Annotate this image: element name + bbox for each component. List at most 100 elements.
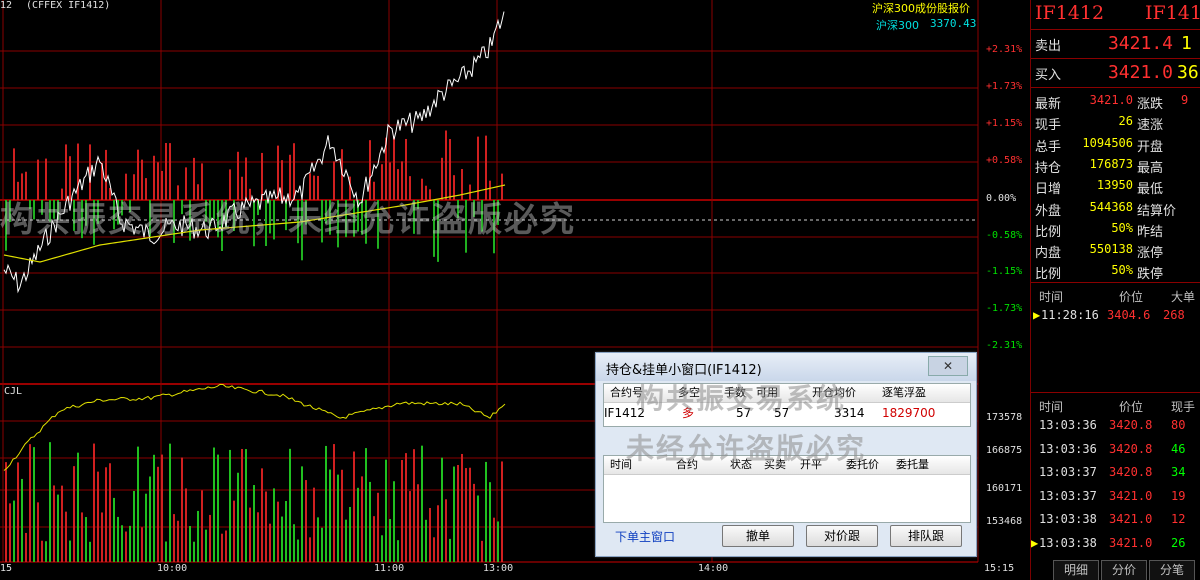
tick-row[interactable]: 13:03:36 3420.8 80 <box>1039 418 1186 432</box>
stat-value: 50% <box>1111 220 1133 235</box>
position-cell[interactable]: IF1412 <box>604 406 645 420</box>
main-order-window-link[interactable]: 下单主窗口 <box>615 530 676 544</box>
stat-label-right: 速涨 <box>1137 118 1164 134</box>
quote-stat-row: 日增 13950 最低 <box>1031 175 1200 197</box>
price-axis-label: -0.58% <box>986 230 1023 241</box>
orders-table[interactable]: 时间 合约 状态 买卖 开平 委托价 委托量 <box>603 455 971 523</box>
price-line <box>3 11 505 294</box>
stat-value: 3421.0 <box>1089 93 1133 107</box>
tick-row[interactable]: ▶ 13:03:38 3421.0 26 <box>1031 536 1186 550</box>
stat-value: 13950 <box>1096 178 1133 193</box>
stat-label-right: 开盘 <box>1137 139 1164 155</box>
quote-panel: IF1412 IF141 卖出 3421.4 1 买入 3421.0 36 最新… <box>1030 0 1200 580</box>
time-axis-label: 10:00 <box>157 563 188 574</box>
position-column-header[interactable]: 多空 <box>678 386 700 399</box>
stat-label-right: 最高 <box>1137 160 1164 176</box>
stat-value: 176873 <box>1089 156 1133 171</box>
quote-stat-row: 总手 1094506 开盘 <box>1031 133 1200 155</box>
stat-value: 544368 <box>1089 199 1133 214</box>
tick-row[interactable]: 13:03:37 3421.0 19 <box>1039 488 1186 503</box>
position-cell[interactable]: 多 <box>682 406 695 420</box>
price-axis-label: 0.00% <box>986 193 1017 204</box>
stat-label: 比例 <box>1035 267 1062 283</box>
stat-value: 1094506 <box>1082 135 1133 150</box>
window-titlebar[interactable]: 持仓&挂单小窗口(IF1412) ✕ <box>596 353 976 381</box>
position-column-header[interactable]: 逐笔浮盈 <box>882 386 926 399</box>
position-column-header[interactable]: 可用 <box>756 386 778 399</box>
time-axis-label: 11:00 <box>374 563 405 574</box>
position-cell[interactable]: 57 <box>774 406 790 420</box>
order-column-header[interactable]: 买卖 <box>764 458 786 471</box>
position-column-header[interactable]: 合约号 <box>610 386 643 399</box>
stat-value-right: 9 <box>1181 93 1189 107</box>
order-column-header[interactable]: 状态 <box>730 458 752 471</box>
price-axis-label: -2.31% <box>986 340 1023 351</box>
stat-label-right: 涨停 <box>1137 246 1164 262</box>
quote-stat-row: 外盘 544368 结算价 <box>1031 197 1200 219</box>
volume-axis-label: 173578 <box>986 412 1023 423</box>
stat-value: 26 <box>1118 114 1133 129</box>
close-icon[interactable]: ✕ <box>928 356 968 376</box>
order-column-header[interactable]: 委托量 <box>896 458 929 471</box>
price-axis-label: +0.58% <box>986 155 1023 166</box>
position-window[interactable]: 持仓&挂单小窗口(IF1412) ✕ 合约号 多空 手数 可用 开仓均价 逐笔浮盈 IF1… <box>595 352 977 557</box>
panel-tab[interactable]: 分笔 <box>1149 560 1195 580</box>
quote-stat-row: 比例 50% 昨结 <box>1031 218 1200 240</box>
stat-label-right: 最低 <box>1137 182 1164 198</box>
panel-tab[interactable]: 明细 <box>1053 560 1099 580</box>
position-cell[interactable]: 1829700 <box>882 406 936 420</box>
price-axis-label: +1.73% <box>986 81 1023 92</box>
time-axis-label: 15 <box>0 563 13 574</box>
dialog-watermark-2: 未经允许盗版必究 <box>626 432 867 465</box>
stat-label-right: 昨结 <box>1137 224 1164 240</box>
panel-tab[interactable]: 分价 <box>1101 560 1147 580</box>
positions-table[interactable]: 合约号 多空 手数 可用 开仓均价 逐笔浮盈 IF1412 多 57 57 3314 1829700 <box>603 383 971 427</box>
index-quote-label: 沪深300成份股报价 <box>872 2 970 15</box>
cjl-label: CJL <box>4 386 23 397</box>
stat-label-right: 涨跌 <box>1137 97 1164 112</box>
time-axis-label: 15:15 <box>984 563 1015 574</box>
order-column-header[interactable]: 开平 <box>800 458 822 471</box>
position-column-header[interactable]: 手数 <box>724 386 746 399</box>
position-cell[interactable]: 3314 <box>834 406 865 420</box>
dialog-watermark-1: 构共振交易系统 <box>636 382 847 415</box>
window-title: 持仓&挂单小窗口(IF1412) <box>606 363 762 378</box>
tick-row[interactable]: 13:03:38 3421.0 12 <box>1039 512 1186 527</box>
panel-title-right: IF141 <box>1145 2 1200 24</box>
stat-label: 日增 <box>1035 182 1062 198</box>
order-column-header[interactable]: 合约 <box>676 458 698 471</box>
quote-stat-row: 内盘 550138 涨停 <box>1031 239 1200 261</box>
stat-label: 内盘 <box>1035 246 1062 262</box>
quote-stat-row: 比例 50% 跌停 <box>1031 260 1200 282</box>
stat-label: 现手 <box>1035 118 1062 134</box>
order-column-header[interactable]: 委托价 <box>846 458 879 471</box>
big-trade-row[interactable]: ▶ 11:28:16 3404.6 268 <box>1033 308 1185 322</box>
follow-opposite-button[interactable]: 对价跟 <box>806 525 878 547</box>
price-axis-label: -1.15% <box>986 266 1023 277</box>
volume-axis-label: 153468 <box>986 516 1023 527</box>
open-interest-line <box>3 383 506 471</box>
stat-value: 50% <box>1111 263 1133 278</box>
intraday-chart[interactable] <box>0 0 1030 580</box>
order-column-header[interactable]: 时间 <box>610 458 632 471</box>
time-axis-label: 13:00 <box>483 563 514 574</box>
ask-row: 卖出 3421.4 1 <box>1035 33 1192 54</box>
stat-value: 550138 <box>1089 242 1133 257</box>
tick-row[interactable]: 13:03:36 3420.8 46 <box>1039 441 1186 456</box>
tick-row[interactable]: 13:03:37 3420.8 34 <box>1039 465 1186 480</box>
index-name: 沪深300 <box>876 19 919 32</box>
chart-contract: (CFFEX IF1412) <box>26 0 111 11</box>
watermark: 构共振交易系统，未经允许盗版必究 <box>0 200 576 240</box>
stat-label-right: 结算价 <box>1137 203 1177 219</box>
cancel-order-button[interactable]: 撤单 <box>722 525 794 547</box>
list-header: 时间 价位 大单 <box>1039 290 1196 304</box>
stat-label-right: 跌停 <box>1137 267 1164 283</box>
position-column-header[interactable]: 开仓均价 <box>812 386 856 399</box>
chart-code: 12 <box>0 0 13 11</box>
follow-queue-button[interactable]: 排队跟 <box>890 525 962 547</box>
position-cell[interactable]: 57 <box>736 406 752 420</box>
panel-title-left: IF1412 <box>1035 2 1105 24</box>
index-value: 3370.43 <box>930 17 977 30</box>
volume-axis-label: 166875 <box>986 445 1023 456</box>
price-axis-label: +1.15% <box>986 118 1023 129</box>
